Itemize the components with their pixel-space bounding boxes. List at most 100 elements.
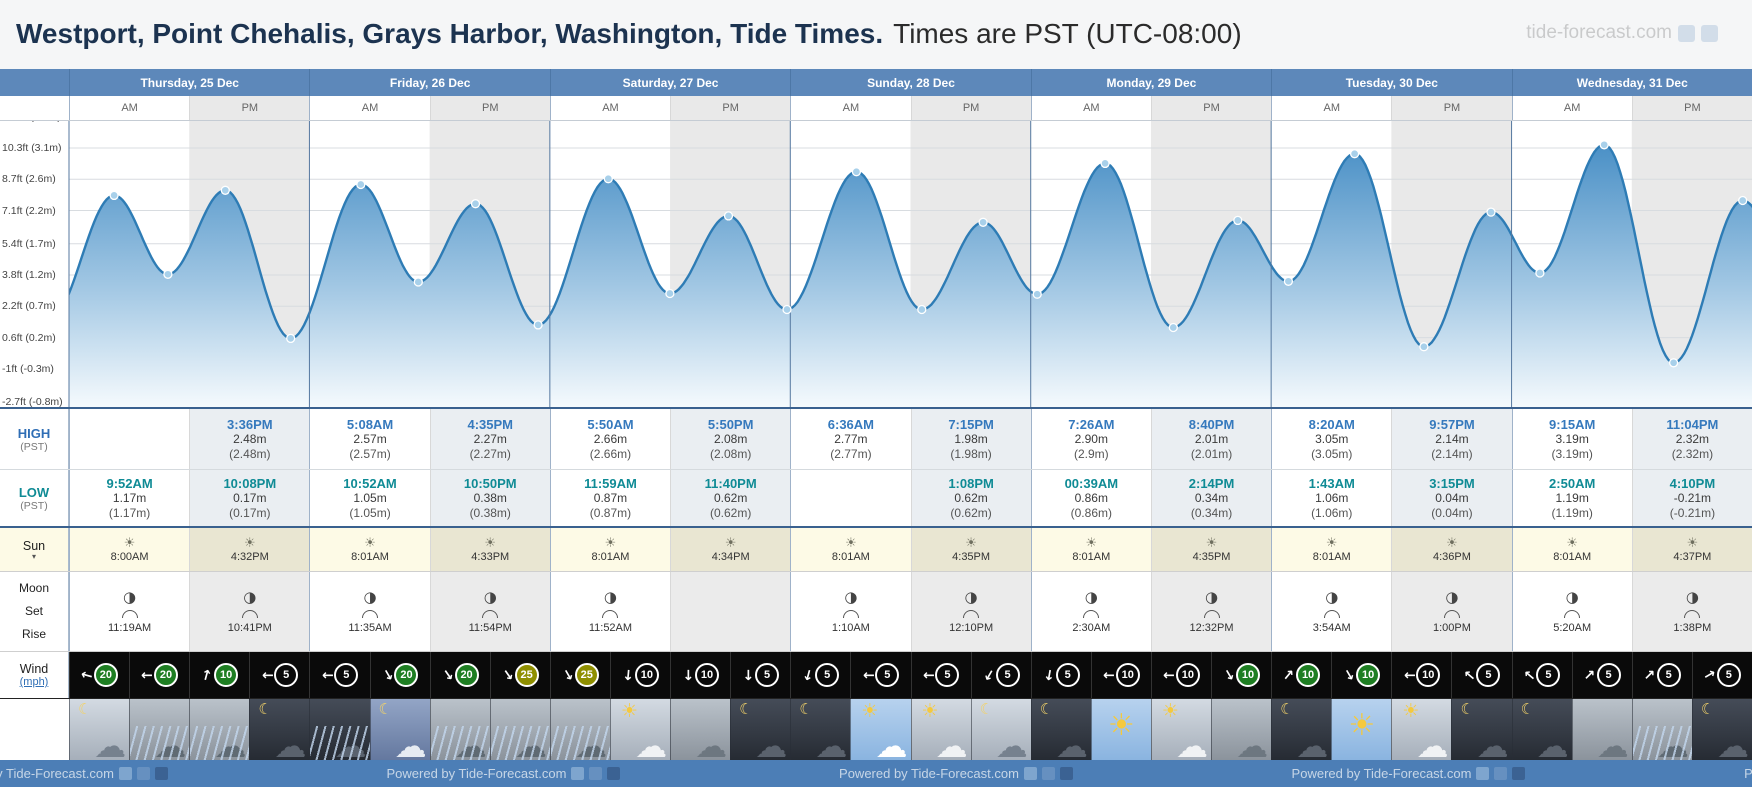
wind-cell: → 25 bbox=[549, 652, 610, 698]
low-tide-height-alt: (0.04m) bbox=[1431, 505, 1473, 520]
high-tide-time: 8:40PM bbox=[1188, 416, 1235, 432]
footer-social-icon[interactable] bbox=[1023, 767, 1037, 780]
wind-direction-icon: → bbox=[1640, 665, 1660, 685]
low-tide-height-alt: (1.06m) bbox=[1311, 505, 1353, 520]
low-tide-height-alt: (1.17m) bbox=[108, 505, 151, 520]
moon-rise-set-icon bbox=[1564, 609, 1581, 618]
weather-sun-icon: ☀ bbox=[1107, 708, 1135, 743]
weather-cell: ☾ ☁ bbox=[1030, 699, 1091, 760]
wind-speed-badge: 5 bbox=[755, 663, 780, 687]
low-tide-cell: 10:52AM 1.05m (1.05m) bbox=[309, 470, 430, 526]
high-tide-height-alt: (2.01m) bbox=[1190, 446, 1233, 461]
high-tide-height-alt: (2.57m) bbox=[349, 446, 391, 461]
wind-direction-icon: → bbox=[1403, 667, 1416, 683]
high-tide-cell: 9:57PM 2.14m (2.14m) bbox=[1391, 409, 1512, 469]
wind-speed-badge: 5 bbox=[1536, 663, 1561, 687]
footer-credit-link[interactable]: Powered by Tide-Forecast.com bbox=[386, 766, 567, 781]
footer-social-icon[interactable] bbox=[589, 767, 603, 780]
moon-time: 10:41PM bbox=[227, 621, 272, 634]
sunset-icon: ☀ bbox=[484, 535, 497, 551]
moon-time: 5:20AM bbox=[1553, 621, 1592, 634]
sun-caret-icon: ▾ bbox=[31, 551, 36, 561]
high-tide-height: 3.19m bbox=[1555, 431, 1589, 446]
low-tide-height: 0.86m bbox=[1074, 490, 1108, 505]
moon-phase-icon: ◑ bbox=[1445, 587, 1459, 606]
weather-cloud-icon: ☁ bbox=[1596, 727, 1629, 760]
wind-direction-icon: → bbox=[141, 667, 154, 683]
tide-extreme-marker bbox=[1668, 358, 1679, 368]
sunset-cell: ☀ 4:33PM bbox=[429, 528, 550, 571]
wind-speed-badge: 20 bbox=[93, 663, 118, 687]
low-tide-time: 10:08PM bbox=[223, 475, 277, 491]
low-tide-cell: 2:50AM 1.19m (1.19m) bbox=[1511, 470, 1632, 526]
weather-cloud-icon: ☁ bbox=[94, 727, 127, 760]
high-tide-height-alt: (3.19m) bbox=[1551, 446, 1593, 461]
wind-unit-link[interactable]: (mph) bbox=[19, 676, 49, 688]
footer-social-icon[interactable] bbox=[118, 767, 132, 780]
low-tide-axis-label: LOW (PST) bbox=[0, 470, 69, 526]
footer-social-icon[interactable] bbox=[1059, 767, 1073, 780]
high-tide-height-alt: (2.32m) bbox=[1671, 446, 1714, 461]
footer-credit-link[interactable]: Powered by Tide-Forecast.com bbox=[1291, 766, 1472, 781]
high-tide-time: 7:15PM bbox=[948, 416, 994, 432]
wind-direction-icon: → bbox=[1279, 665, 1300, 685]
wind-speed-badge: 10 bbox=[634, 663, 659, 687]
sunrise-icon: ☀ bbox=[364, 535, 376, 551]
pm-header-label: PM bbox=[189, 96, 310, 120]
moon-rise-set-icon bbox=[121, 609, 138, 618]
y-axis-label: 11.9ft (3.6m) bbox=[2, 121, 61, 124]
weather-cloud-icon: ☁ bbox=[875, 727, 908, 760]
high-tide-time: 3:36PM bbox=[227, 416, 273, 432]
y-axis-label: -1ft (-0.3m) bbox=[2, 362, 54, 375]
wind-direction-icon: → bbox=[1219, 665, 1239, 685]
low-tide-cell: 11:59AM 0.87m (0.87m) bbox=[549, 470, 671, 526]
wind-direction-icon: → bbox=[261, 667, 274, 683]
weather-cell: ☾ ☁ bbox=[790, 699, 851, 760]
day-header: Friday, 26 Dec bbox=[309, 69, 549, 96]
footer-credit-link[interactable]: Powered by Tide-Forecast.com bbox=[1744, 766, 1752, 781]
sunset-icon: ☀ bbox=[1686, 535, 1699, 551]
high-tide-cell: 8:40PM 2.01m (2.01m) bbox=[1150, 409, 1272, 469]
weather-rain-icon bbox=[550, 726, 610, 760]
tide-extreme-marker bbox=[978, 217, 988, 227]
weather-cloud-icon: ☁ bbox=[1536, 727, 1569, 760]
moon-time: 1:38PM bbox=[1673, 621, 1712, 634]
footer-social-icon[interactable] bbox=[1494, 767, 1508, 780]
sunset-icon: ☀ bbox=[724, 535, 737, 551]
tide-extreme-marker bbox=[220, 185, 230, 195]
weather-cell: ☁ bbox=[670, 699, 731, 760]
tide-extreme-marker bbox=[1535, 268, 1545, 278]
footer-credit: Powered by Tide-Forecast.com bbox=[387, 766, 621, 781]
sunrise-icon: ☀ bbox=[1325, 535, 1338, 551]
sunset-cell: ☀ 4:35PM bbox=[910, 528, 1031, 571]
footer-social-icon[interactable] bbox=[1041, 767, 1055, 780]
footer-credit: Powered by Tide-Forecast.com bbox=[0, 766, 168, 781]
footer-credit-link[interactable]: Powered by Tide-Forecast.com bbox=[839, 766, 1019, 781]
sunrise-icon: ☀ bbox=[1566, 535, 1578, 551]
am-header-label: AM bbox=[790, 96, 911, 120]
footer-social-icon[interactable] bbox=[1476, 767, 1490, 780]
footer-social-icon[interactable] bbox=[154, 767, 168, 780]
high-tide-cell: 3:36PM 2.48m (2.48m) bbox=[189, 409, 310, 469]
footer-social-icon[interactable] bbox=[136, 767, 150, 780]
y-axis-label: 5.4ft (1.7m) bbox=[2, 237, 56, 250]
y-axis-label: -2.7ft (-0.8m) bbox=[2, 396, 63, 407]
high-tide-height: 2.57m bbox=[353, 431, 387, 446]
sunset-icon: ☀ bbox=[1205, 535, 1218, 551]
weather-cell: ☾ ☁ bbox=[369, 699, 430, 760]
moon-phase-icon: ◑ bbox=[844, 587, 858, 606]
footer-social-icon[interactable] bbox=[1512, 767, 1526, 780]
weather-moon-icon: ☾ bbox=[799, 700, 813, 718]
moon-label: Moon bbox=[18, 581, 50, 596]
day-header: Sunday, 28 Dec bbox=[790, 69, 1030, 96]
footer-social-icon[interactable] bbox=[607, 767, 621, 780]
footer-social-icon[interactable] bbox=[571, 767, 585, 780]
wind-speed-badge: 20 bbox=[394, 663, 419, 687]
sunset-time: 4:33PM bbox=[471, 550, 510, 563]
wind-axis-label: Wind (mph) bbox=[0, 652, 69, 698]
moon-cell: ◑ 11:19AM bbox=[69, 572, 190, 651]
day-header: Thursday, 25 Dec bbox=[69, 69, 309, 96]
wind-cell: → 20 bbox=[429, 652, 490, 698]
footer-credit-link[interactable]: Powered by Tide-Forecast.com bbox=[0, 766, 114, 781]
moon-cell: ◑ 1:10AM bbox=[790, 572, 911, 651]
